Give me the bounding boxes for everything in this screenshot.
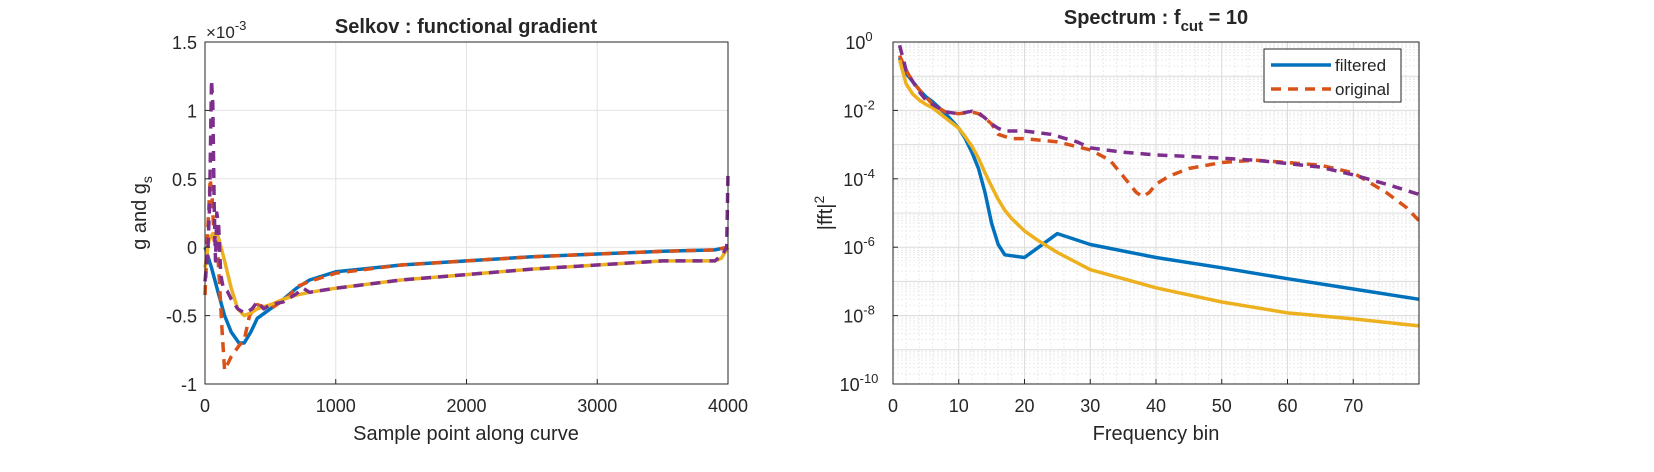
gradient-y-tick-label: 0.5 — [172, 170, 197, 190]
spectrum-x-axis-label: Frequency bin — [1093, 423, 1220, 445]
spectrum-y-axis-label-main: |fft| — [815, 204, 837, 231]
spectrum-x-tick-label: 40 — [1146, 396, 1166, 416]
gradient-y-tick-label: -0.5 — [166, 307, 197, 327]
spectrum-x-tick-label: 30 — [1080, 396, 1100, 416]
spectrum-y-axis-label: |fft|2 — [811, 196, 837, 231]
spectrum-y-tick-label: 10-4 — [843, 166, 875, 190]
gradient-axes-box — [204, 41, 729, 385]
spectrum-y-tick-label: 10-8 — [843, 303, 875, 327]
spectrum-x-tick-label: 70 — [1343, 396, 1363, 416]
spectrum-y-tick-label: 10-10 — [840, 371, 879, 395]
spectrum-x-tick-label: 60 — [1277, 396, 1297, 416]
spectrum-series-group — [897, 44, 1419, 328]
gradient-series-4 — [203, 78, 730, 315]
spectrum-axes: 0 10 20 30 40 50 60 7010010-210-410-610-810-10 … — [811, 7, 1420, 445]
gradient-tick-labels: 0 1000 2000 3000 4000 -1 -0.5 0 0.5 1 1.5 — [166, 33, 748, 416]
legend-label-original: original — [1335, 80, 1390, 99]
spectrum-x-tick-label: 10 — [949, 396, 969, 416]
spectrum-title-main: Spectrum : f — [1064, 7, 1181, 29]
spectrum-axes-box — [892, 41, 1420, 385]
gradient-x-tick-label: 2000 — [446, 396, 486, 416]
spectrum-title: Spectrum : fcut = 10 — [1064, 7, 1248, 35]
spectrum-legend: filtered original — [1263, 48, 1402, 103]
spectrum-y-tick-label: 10-2 — [843, 97, 875, 121]
gradient-series-3 — [203, 231, 730, 318]
gradient-y-axis-label-main: g and g — [129, 183, 151, 250]
gradient-x-tick-label: 1000 — [316, 396, 356, 416]
spectrum-x-tick-label: 50 — [1212, 396, 1232, 416]
gradient-title: Selkov : functional gradient — [335, 16, 598, 38]
spectrum-y-tick-label: 10-6 — [843, 234, 875, 258]
gradient-exponent-base: ×10 — [206, 23, 235, 42]
gradient-x-tick-label: 0 — [200, 396, 210, 416]
gradient-x-tick-label: 4000 — [708, 396, 748, 416]
spectrum-y-tick-label: 100 — [845, 29, 872, 53]
gradient-y-tick-label: 0 — [187, 238, 197, 258]
gradient-y-tick-label: -1 — [181, 375, 197, 395]
gradient-y-axis-label: g and gs — [129, 176, 155, 250]
gradient-y-tick-label: 1.5 — [172, 33, 197, 53]
spectrum-title-suffix: = 10 — [1203, 7, 1248, 29]
spectrum-series-filtered — [897, 56, 1419, 302]
gradient-exponent-power: -3 — [235, 18, 247, 33]
gradient-exponent-label: ×10-3 — [206, 18, 246, 42]
gradient-y-axis-label-subscript: s — [139, 176, 155, 183]
legend-label-filtered: filtered — [1335, 56, 1386, 75]
spectrum-x-tick-label: 0 — [888, 396, 898, 416]
gradient-y-tick-label: 1 — [187, 101, 197, 121]
spectrum-y-axis-label-superscript: 2 — [811, 196, 827, 204]
gradient-x-tick-label: 3000 — [577, 396, 617, 416]
legend-box — [1263, 48, 1402, 103]
gradient-x-axis-label: Sample point along curve — [353, 423, 579, 445]
spectrum-title-subscript: cut — [1181, 18, 1204, 35]
spectrum-x-tick-label: 20 — [1014, 396, 1034, 416]
gradient-axes: 0 1000 2000 3000 4000 -1 -0.5 0 0.5 1 1.5 Selkov :… — [129, 16, 748, 445]
spectrum-series-3 — [897, 59, 1419, 328]
spectrum-tick-labels: 0 10 20 30 40 50 60 70 100 10-2 10-4 10-6 10-8 10-10 — [840, 29, 1364, 416]
spectrum-series-4 — [897, 44, 1419, 197]
gradient-series-group — [203, 78, 730, 373]
